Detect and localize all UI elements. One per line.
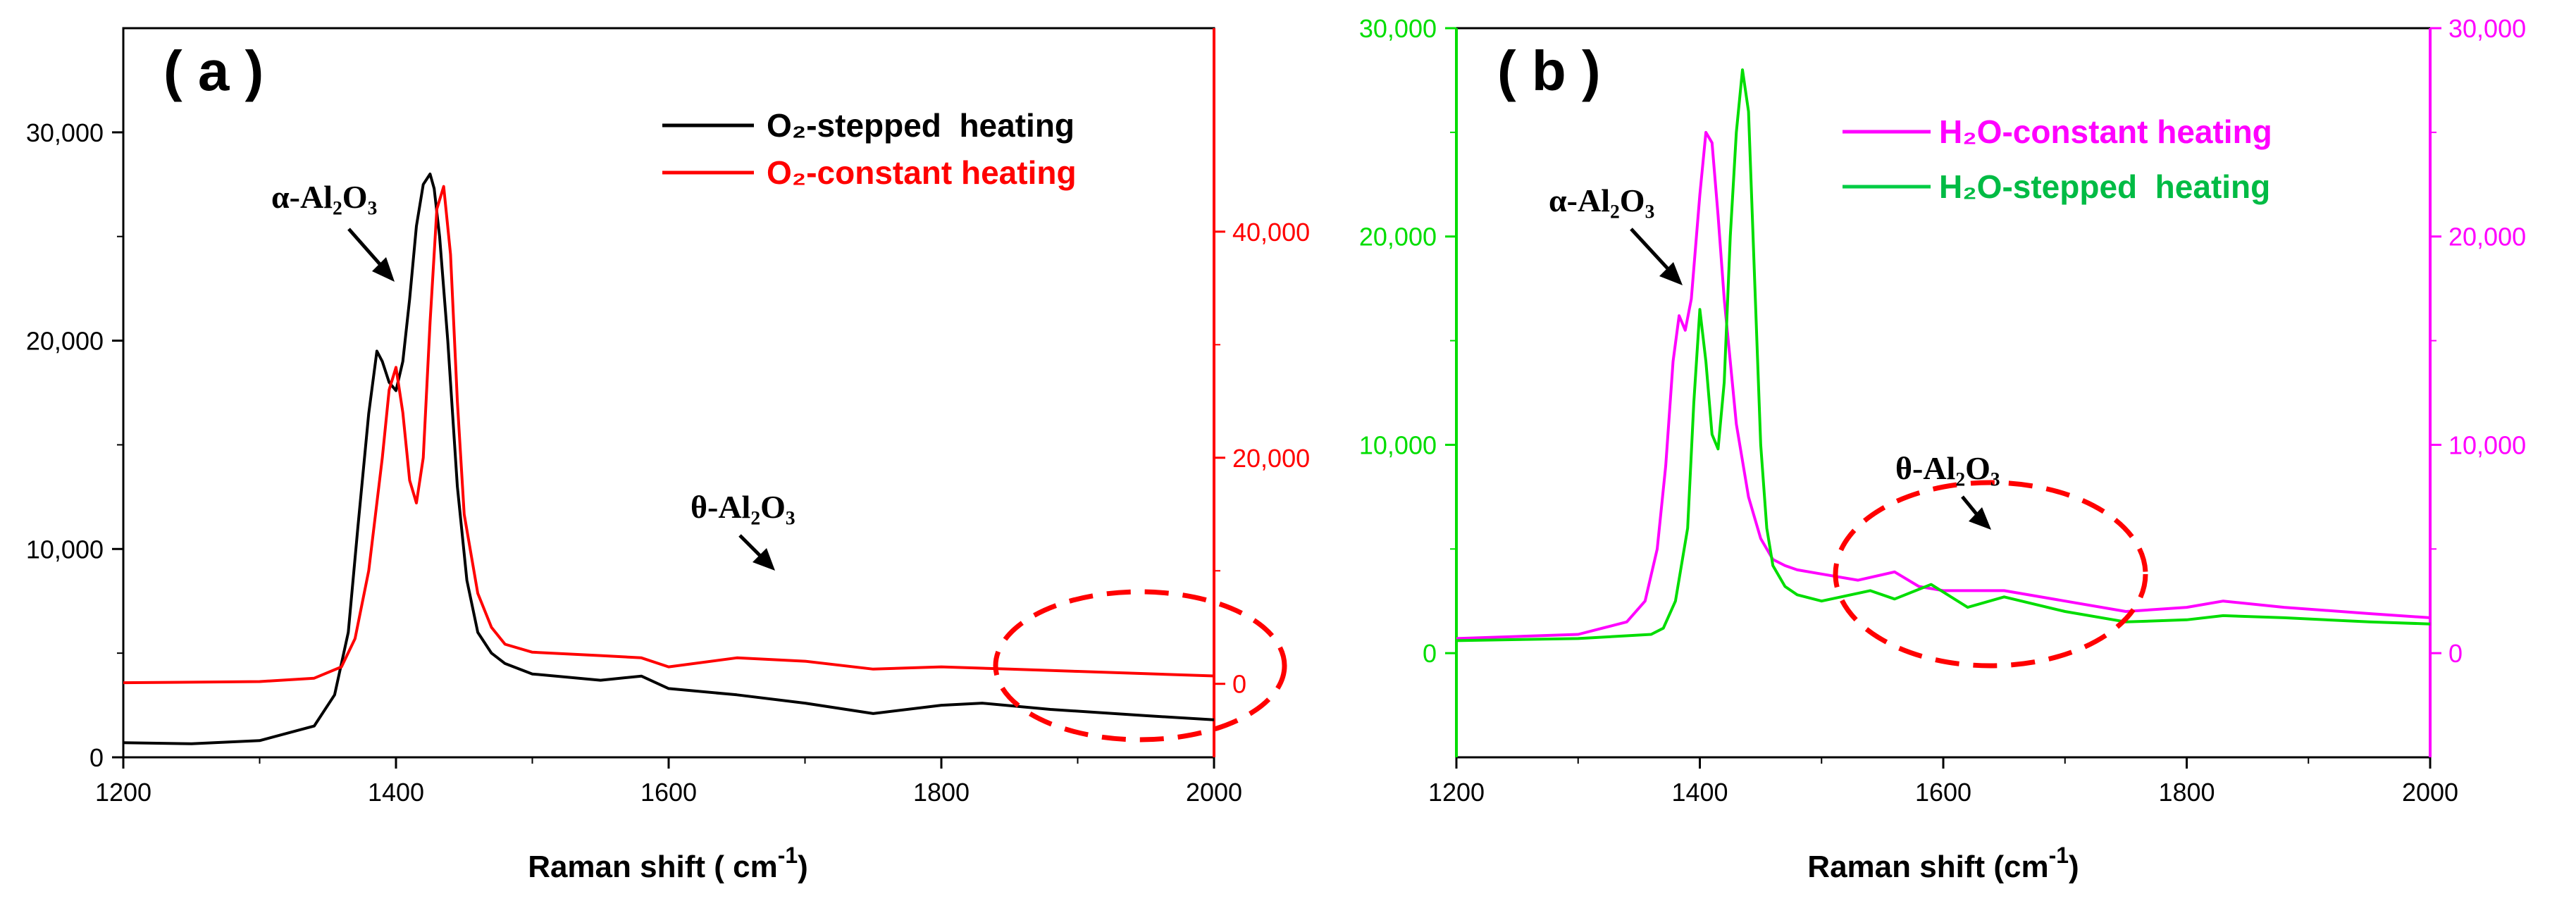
panel-b-x-ticks: 1200 1400 1600 1800 2000 (1428, 757, 2458, 807)
panel-b-legend-label-stepped: H₂O-stepped heating (1939, 168, 2270, 205)
panel-b-x-tick-label: 2000 (2402, 778, 2458, 807)
panel-a-label: ( a ) (163, 39, 264, 102)
panel-a-right-y-ticks: 0 20,000 40,000 (1214, 218, 1310, 699)
panel-a-series-o2-stepped-heating (123, 173, 1215, 745)
panel-a-left-y-tick-label: 0 (89, 743, 104, 772)
panel-a-series (123, 173, 1215, 745)
panel-b-right-y-tick-label: 20,000 (2448, 223, 2526, 251)
panel-b-x-tick-label: 1400 (1671, 778, 1728, 807)
panel-b-legend-label-constant: H₂O-constant heating (1939, 113, 2272, 150)
panel-a-left-y-tick-label: 30,000 (26, 118, 104, 147)
panel-a-theta-arrowhead (753, 548, 775, 571)
panel-a-x-ticks: 1200 1400 1600 1800 2000 (95, 757, 1242, 807)
panel-a-theta-ellipse (993, 589, 1287, 743)
panel-b-theta-ellipse (1833, 480, 2148, 669)
panel-a-right-y-tick-label: 20,000 (1232, 444, 1310, 473)
panel-b-right-y-tick-label: 0 (2448, 639, 2463, 668)
panel-a-left-y-ticks: 0 10,000 20,000 30,000 (26, 118, 123, 772)
panel-b-alpha-annotation: α-Al₂O₃ (1549, 182, 1654, 218)
panel-b-alpha-arrowhead (1659, 262, 1683, 285)
panel-b-series-h2o-constant-heating (1456, 130, 2431, 640)
panel-a-x-axis-label: Raman shift ( cm-1) (528, 843, 808, 884)
panel-a-legend: O₂-stepped heating O₂-constant heating (662, 107, 1077, 191)
panel-b-left-y-ticks: 0 10,000 20,000 30,000 (1359, 14, 1456, 668)
panel-b-x-tick-label: 1600 (1915, 778, 1971, 807)
panel-a-chart: 1200 1400 1600 1800 2000 0 10,000 20,000 30,000… (26, 27, 1310, 884)
panel-a-alpha-annotation: α-Al₂O₃ (271, 179, 377, 215)
panel-b-right-y-tick-label: 30,000 (2448, 14, 2526, 43)
panel-b-left-y-tick-label: 10,000 (1359, 430, 1437, 459)
panel-a-x-tick-label: 1600 (640, 778, 697, 807)
panel-b-right-y-ticks: 0 10,000 20,000 30,000 (2430, 14, 2526, 668)
panel-a-x-tick-label: 1200 (95, 778, 151, 807)
panel-a-x-tick-label: 2000 (1186, 778, 1242, 807)
panel-a-legend-label-stepped: O₂-stepped heating (767, 107, 1075, 144)
panel-b-series (1456, 68, 2431, 642)
panel-b-label: ( b ) (1497, 39, 1601, 102)
panel-b-theta-annotation: θ-Al₂O₃ (1895, 450, 2000, 486)
panel-b-alpha-arrow (1630, 228, 1675, 276)
panel-a-x-tick-label: 1400 (368, 778, 424, 807)
panel-b-right-y-tick-label: 10,000 (2448, 430, 2526, 459)
panel-b-x-tick-label: 1800 (2158, 778, 2215, 807)
panel-b-x-axis-label: Raman shift (cm-1) (1807, 843, 2079, 884)
panel-a-right-y-tick-label: 40,000 (1232, 218, 1310, 247)
panel-a-left-y-tick-label: 20,000 (26, 327, 104, 356)
panel-b-left-y-tick-label: 0 (1423, 639, 1437, 668)
panel-a-legend-label-constant: O₂-constant heating (767, 154, 1077, 191)
panel-b-legend: H₂O-constant heating H₂O-stepped heating (1843, 113, 2272, 205)
panel-b-series-h2o-stepped-heating (1456, 68, 2431, 642)
panel-a-right-y-tick-label: 0 (1232, 670, 1246, 699)
panel-a-x-tick-label: 1800 (913, 778, 970, 807)
panel-a-series-o2-constant-heating (123, 185, 1215, 685)
panel-a-theta-annotation: θ-Al₂O₃ (691, 489, 795, 525)
panel-a-left-y-tick-label: 10,000 (26, 535, 104, 564)
panel-b-left-y-tick-label: 30,000 (1359, 14, 1437, 43)
panel-a-alpha-arrowhead (372, 257, 395, 282)
panel-b-x-tick-label: 1200 (1428, 778, 1485, 807)
panel-b-left-y-tick-label: 20,000 (1359, 223, 1437, 251)
panel-b-chart: 1200 1400 1600 1800 2000 0 10,000 20,000 30,000… (1359, 14, 2526, 884)
panel-b-theta-arrowhead (1969, 507, 1991, 530)
